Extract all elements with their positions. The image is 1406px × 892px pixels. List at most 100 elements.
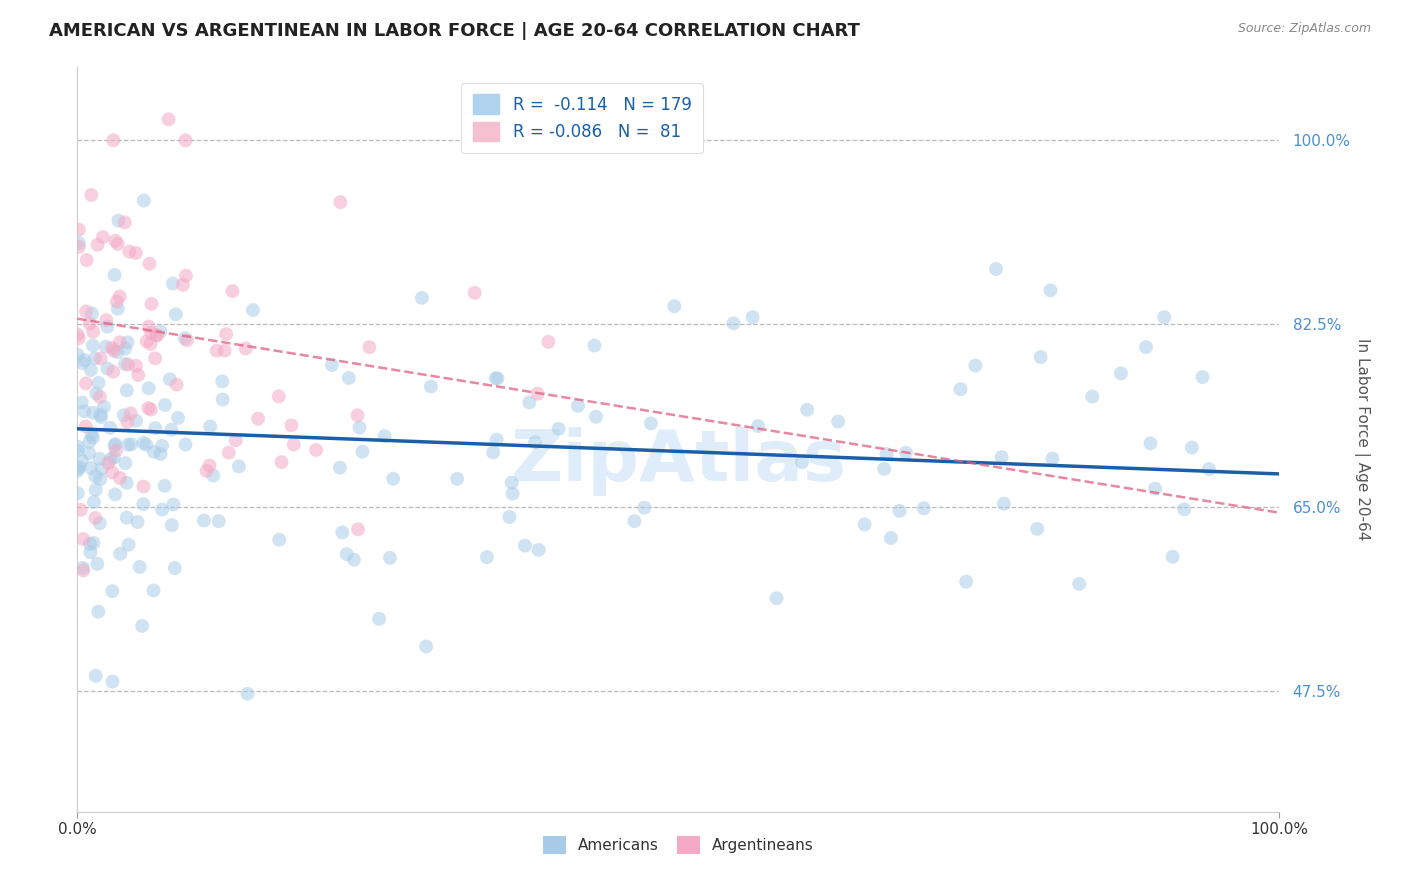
Americans <box>73 404 96 418</box>
Argentineans <box>101 341 124 355</box>
Argentineans <box>108 471 131 485</box>
Americans <box>150 439 173 453</box>
Americans <box>66 461 89 475</box>
Argentineans <box>72 532 94 546</box>
Americans <box>98 421 121 435</box>
Americans <box>90 410 112 425</box>
Argentineans <box>138 401 160 415</box>
Americans <box>82 338 104 352</box>
Argentineans <box>104 443 127 458</box>
Americans <box>104 487 127 501</box>
Americans <box>163 561 186 575</box>
Argentineans <box>166 377 188 392</box>
Argentineans <box>280 418 302 433</box>
Argentineans <box>127 368 149 382</box>
Argentineans <box>105 294 128 309</box>
Argentineans <box>89 390 111 404</box>
Argentineans <box>346 409 368 423</box>
Americans <box>104 437 127 451</box>
Americans <box>103 438 125 452</box>
Americans <box>1069 577 1091 591</box>
Americans <box>1109 367 1132 381</box>
Americans <box>153 479 176 493</box>
Americans <box>269 533 291 547</box>
Americans <box>112 409 135 423</box>
Americans <box>1135 340 1157 354</box>
Americans <box>1042 451 1064 466</box>
Americans <box>343 553 366 567</box>
Americans <box>72 356 94 370</box>
Americans <box>527 542 550 557</box>
Americans <box>90 462 112 476</box>
Americans <box>482 445 505 459</box>
Americans <box>567 399 589 413</box>
Americans <box>114 342 136 356</box>
Americans <box>101 584 124 599</box>
Americans <box>135 437 157 451</box>
Argentineans <box>138 319 160 334</box>
Argentineans <box>104 234 127 248</box>
Argentineans <box>174 268 197 283</box>
Argentineans <box>329 195 352 210</box>
Americans <box>93 400 115 414</box>
Argentineans <box>157 112 180 127</box>
Americans <box>114 357 136 371</box>
Argentineans <box>132 479 155 493</box>
Argentineans <box>75 419 97 434</box>
Argentineans <box>66 327 89 342</box>
Americans <box>149 324 172 338</box>
Argentineans <box>76 253 98 268</box>
Argentineans <box>75 376 97 391</box>
Argentineans <box>117 358 139 372</box>
Argentineans <box>141 297 163 311</box>
Americans <box>96 361 118 376</box>
Americans <box>853 517 876 532</box>
Americans <box>498 510 520 524</box>
Americans <box>160 518 183 533</box>
Americans <box>66 486 89 500</box>
Americans <box>120 437 142 451</box>
Americans <box>89 472 111 486</box>
Americans <box>790 455 813 469</box>
Argentineans <box>221 284 243 298</box>
Americans <box>82 406 104 420</box>
Argentineans <box>205 343 228 358</box>
Americans <box>211 375 233 389</box>
Argentineans <box>72 564 94 578</box>
Americans <box>114 456 136 470</box>
Argentineans <box>214 343 236 358</box>
Americans <box>1026 522 1049 536</box>
Americans <box>115 384 138 398</box>
Americans <box>80 306 103 320</box>
Americans <box>103 268 125 282</box>
Americans <box>1081 390 1104 404</box>
Americans <box>174 437 197 451</box>
Americans <box>242 303 264 318</box>
Americans <box>419 379 441 393</box>
Americans <box>547 422 569 436</box>
Americans <box>382 472 405 486</box>
Americans <box>89 451 111 466</box>
Americans <box>640 417 662 431</box>
Argentineans <box>235 342 257 356</box>
Argentineans <box>91 230 114 244</box>
Americans <box>236 687 259 701</box>
Argentineans <box>67 331 90 345</box>
Americans <box>765 591 787 606</box>
Americans <box>990 450 1012 464</box>
Americans <box>368 612 391 626</box>
Americans <box>446 472 468 486</box>
Americans <box>873 462 896 476</box>
Americans <box>110 547 132 561</box>
Argentineans <box>138 257 160 271</box>
Americans <box>1198 462 1220 476</box>
Argentineans <box>103 133 125 147</box>
Americans <box>633 500 655 515</box>
Americans <box>150 502 173 516</box>
Argentineans <box>120 406 142 420</box>
Argentineans <box>79 317 101 331</box>
Americans <box>965 359 987 373</box>
Argentineans <box>90 351 112 366</box>
Americans <box>1029 350 1052 364</box>
Americans <box>117 438 139 452</box>
